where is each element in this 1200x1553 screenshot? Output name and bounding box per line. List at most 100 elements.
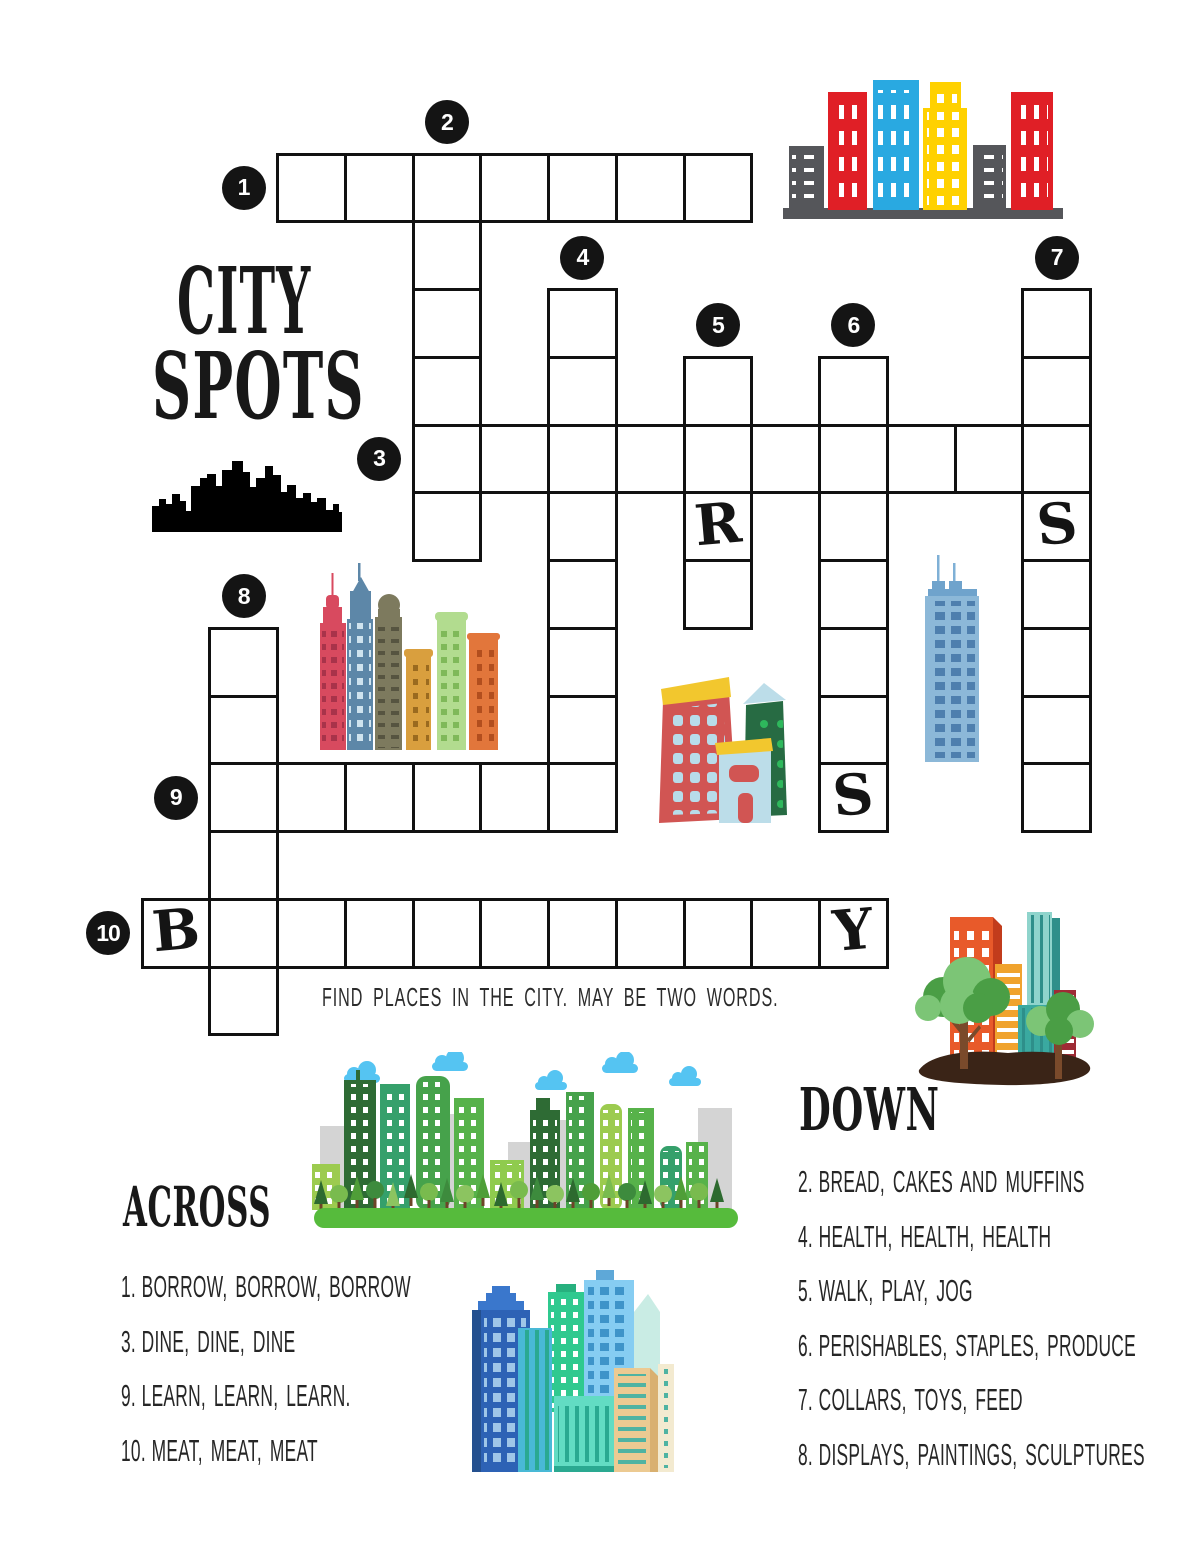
city-with-trees-illustration <box>915 912 1094 1086</box>
down-heading: DOWN <box>799 1075 940 1144</box>
grid-cell[interactable] <box>208 830 279 901</box>
grid-cell[interactable] <box>411 355 483 427</box>
grid-cell[interactable] <box>547 423 618 495</box>
clue-text: MEAT, MEAT, MEAT <box>151 1432 318 1468</box>
grid-cell[interactable] <box>818 355 889 427</box>
grid-cell[interactable] <box>614 423 686 495</box>
clue-text: BREAD, CAKES AND MUFFINS <box>818 1164 1085 1199</box>
prefilled-letter: B <box>149 895 203 966</box>
grid-cell[interactable] <box>479 762 550 833</box>
clue-number-badge: 7 <box>1034 235 1079 280</box>
page-title-line2: SPOTS <box>152 332 365 440</box>
grid-cell[interactable] <box>614 897 686 969</box>
clue-text: WALK, PLAY, JOG <box>818 1273 973 1309</box>
clue-text: HEALTH, HEALTH, HEALTH <box>818 1218 1052 1254</box>
grid-cell[interactable] <box>411 762 483 833</box>
grid-cell[interactable] <box>208 897 279 969</box>
grid-cell[interactable] <box>547 897 618 969</box>
clue-text: LEARN, LEARN, LEARN. <box>141 1378 351 1414</box>
grid-cell[interactable] <box>411 423 483 495</box>
clue-number: 9. <box>121 1378 137 1414</box>
clue-text: DINE, DINE, DINE <box>141 1323 296 1359</box>
grid-cell[interactable] <box>547 491 618 562</box>
grid-cell[interactable] <box>411 152 483 224</box>
grid-cell[interactable] <box>1021 762 1092 833</box>
down-clue-6: 6. PERISHABLES, STAPLES, PRODUCE <box>798 1319 1200 1374</box>
grid-cell[interactable] <box>818 559 889 630</box>
clue-text: PERISHABLES, STAPLES, PRODUCE <box>818 1327 1136 1363</box>
grid-cell[interactable] <box>208 965 279 1037</box>
blue-city-illustration <box>472 1270 674 1472</box>
grid-cell[interactable] <box>411 220 483 291</box>
grid-cell[interactable] <box>547 355 618 427</box>
grid-cell[interactable] <box>343 152 415 224</box>
grid-cell[interactable] <box>818 762 889 833</box>
grid-cell[interactable] <box>953 423 1025 495</box>
grid-cell[interactable] <box>479 152 550 224</box>
grid-cell[interactable] <box>276 152 347 224</box>
clue-number-badge: 2 <box>424 100 469 144</box>
grid-cell[interactable] <box>411 288 483 359</box>
grid-cell[interactable] <box>1021 423 1092 495</box>
grid-cell[interactable] <box>818 897 889 969</box>
clue-number: 8. <box>798 1436 814 1472</box>
blue-skyscraper-illustration <box>925 555 979 762</box>
grid-cell[interactable] <box>276 762 347 833</box>
grid-cell[interactable] <box>818 491 889 562</box>
grid-cell[interactable] <box>682 152 754 224</box>
grid-cell[interactable] <box>885 423 957 495</box>
clue-number-badge: 9 <box>153 775 198 820</box>
prefilled-letter: S <box>1033 489 1080 559</box>
grid-cell[interactable] <box>750 423 821 495</box>
grid-cell[interactable] <box>818 423 889 495</box>
grid-cell[interactable] <box>682 897 754 969</box>
grid-cell[interactable] <box>479 897 550 969</box>
grid-cell[interactable] <box>547 762 618 833</box>
grid-cell[interactable] <box>343 897 415 969</box>
grid-cell[interactable] <box>208 762 279 833</box>
grid-cell[interactable] <box>1021 288 1092 359</box>
grid-cell[interactable] <box>547 559 618 630</box>
grid-cell[interactable] <box>208 626 279 698</box>
grid-cell[interactable] <box>411 897 483 969</box>
clue-text: BORROW, BORROW, BORROW <box>141 1269 411 1304</box>
down-clue-8: 8. DISPLAYS, PAINTINGS, SCULPTURES <box>798 1428 1200 1483</box>
across-clue-9: 9. LEARN, LEARN, LEARN. <box>121 1369 639 1424</box>
grid-cell[interactable] <box>682 559 754 630</box>
grid-cell[interactable] <box>1021 626 1092 698</box>
grid-cell[interactable] <box>818 694 889 766</box>
grid-cell[interactable] <box>1021 559 1092 630</box>
grid-cell[interactable] <box>1021 355 1092 427</box>
grid-cell[interactable] <box>1021 694 1092 766</box>
grid-cell[interactable] <box>547 152 618 224</box>
city-illustration-mid-left <box>320 563 500 750</box>
across-clue-list: 1. BORROW, BORROW, BORROW 3. DINE, DINE, D… <box>121 1260 639 1478</box>
grid-cell[interactable] <box>750 897 821 969</box>
down-clue-5: 5. WALK, PLAY, JOG <box>798 1264 1200 1319</box>
green-city-panorama-illustration <box>312 1052 738 1228</box>
down-clue-7: 7. COLLARS, TOYS, FEED <box>798 1373 1200 1428</box>
grid-cell[interactable] <box>276 897 347 969</box>
grid-cell[interactable] <box>682 355 754 427</box>
grid-cell[interactable] <box>818 626 889 698</box>
clue-number: 5. <box>798 1273 814 1309</box>
grid-cell[interactable] <box>682 423 754 495</box>
city-illustration-top-right <box>783 80 1063 219</box>
clue-number-badge: 5 <box>695 303 740 348</box>
prefilled-letter: Y <box>830 895 877 966</box>
grid-cell[interactable] <box>479 423 550 495</box>
across-clue-3: 3. DINE, DINE, DINE <box>121 1315 639 1370</box>
down-clue-4: 4. HEALTH, HEALTH, HEALTH <box>798 1210 1200 1265</box>
grid-cell[interactable] <box>547 288 618 359</box>
clue-number: 2. <box>798 1164 814 1199</box>
grid-cell[interactable] <box>208 694 279 766</box>
grid-cell[interactable] <box>547 626 618 698</box>
grid-cell[interactable] <box>343 762 415 833</box>
grid-cell[interactable] <box>614 152 686 224</box>
clue-text: COLLARS, TOYS, FEED <box>818 1382 1023 1418</box>
clue-number: 4. <box>798 1218 814 1254</box>
grid-cell[interactable] <box>411 491 483 562</box>
puzzle-hint: FIND PLACES IN THE CITY. MAY BE TWO WORD… <box>322 982 779 1012</box>
grid-cell[interactable] <box>547 694 618 766</box>
down-clue-2: 2. BREAD, CAKES AND MUFFINS <box>798 1155 1200 1210</box>
